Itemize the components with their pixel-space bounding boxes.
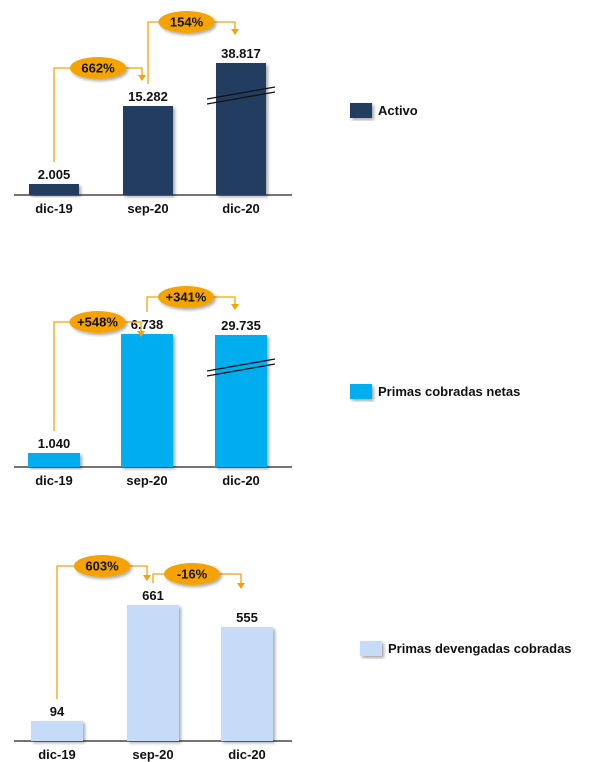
axis-break-mark: [206, 363, 276, 377]
axis-break-mark: [206, 86, 276, 100]
growth-label: +341%: [166, 290, 207, 305]
bar-sep-20: [121, 334, 173, 467]
growth-label: 662%: [81, 61, 115, 76]
tick-label-dic-19: dic-19: [38, 747, 76, 762]
data-label-sep-20: 661: [142, 588, 164, 603]
growth-badge: [74, 555, 130, 577]
tick-label-sep-20: sep-20: [127, 201, 168, 216]
data-label-dic-19: 1.040: [38, 436, 71, 451]
arrow-head-icon: [143, 575, 151, 581]
axis-break-mark: [206, 91, 276, 105]
data-label-sep-20: 15.282: [128, 89, 168, 104]
growth-badge: [164, 563, 220, 585]
arrow-head-icon: [138, 75, 146, 81]
tick-label-dic-20: dic-20: [228, 747, 266, 762]
data-label-dic-19: 2.005: [38, 167, 71, 182]
arrow-head-icon: [231, 304, 239, 310]
bar-sep-20: [127, 605, 179, 741]
tick-label-dic-19: dic-19: [35, 201, 73, 216]
data-label-dic-19: 94: [50, 704, 65, 719]
axis-break-mark: [206, 358, 276, 372]
growth-label: 603%: [85, 559, 119, 574]
bar-dic-20: [215, 335, 267, 467]
legend-label: Primas devengadas cobradas: [388, 641, 572, 656]
tick-label-dic-20: dic-20: [222, 473, 260, 488]
legend-swatch: [350, 384, 372, 399]
growth-label: -16%: [177, 567, 208, 582]
growth-badge: [158, 286, 214, 308]
growth-label: +548%: [77, 315, 118, 330]
tick-label-sep-20: sep-20: [132, 747, 173, 762]
bar-sep-20: [123, 106, 173, 195]
tick-label-dic-19: dic-19: [35, 473, 73, 488]
legend-label: Activo: [378, 103, 418, 118]
data-label-dic-20: 29.735: [221, 318, 261, 333]
bar-dic-19: [31, 721, 83, 741]
legend-swatch: [360, 641, 382, 656]
data-label-sep-20: 6.738: [131, 317, 164, 332]
legend-swatch: [350, 103, 372, 118]
growth-label: 154%: [170, 15, 204, 30]
data-label-dic-20: 38.817: [221, 46, 261, 61]
growth-badge: [158, 11, 215, 33]
growth-badge: [70, 57, 126, 79]
arrow-head-icon: [231, 29, 239, 35]
bar-dic-20: [216, 63, 266, 195]
tick-label-sep-20: sep-20: [126, 473, 167, 488]
bar-dic-20: [221, 627, 273, 741]
tick-label-dic-20: dic-20: [222, 201, 260, 216]
arrow-head-icon: [137, 331, 145, 337]
bar-dic-19: [29, 184, 79, 195]
legend-label: Primas cobradas netas: [378, 384, 520, 399]
arrow-head-icon: [237, 583, 245, 589]
data-label-dic-20: 555: [236, 610, 258, 625]
bar-dic-19: [28, 453, 80, 467]
growth-badge: [69, 311, 126, 333]
